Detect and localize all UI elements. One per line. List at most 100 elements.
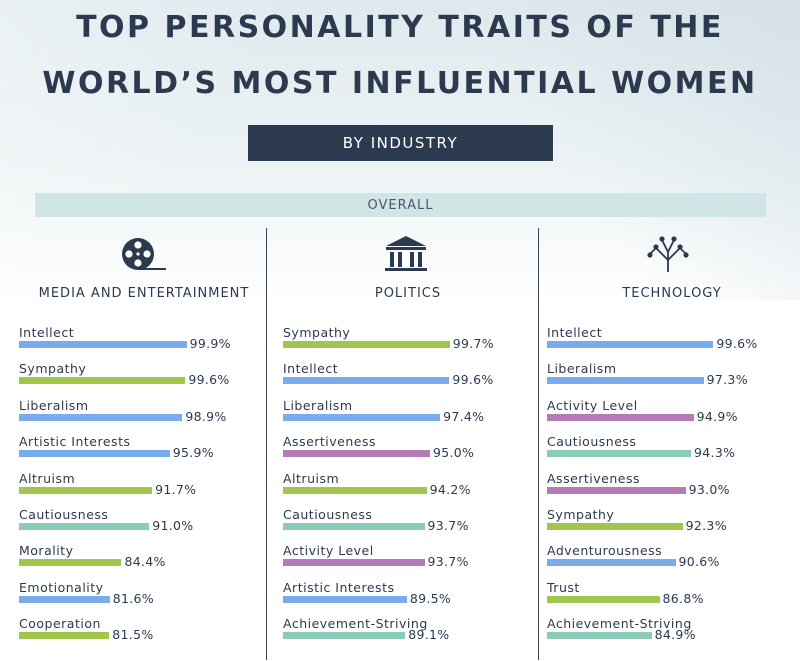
bar-label: Altruism	[283, 470, 340, 486]
bar-value-label: 86.8%	[662, 590, 704, 606]
bar	[283, 523, 425, 530]
bar-label: Adventurousness	[547, 543, 663, 559]
bar-label: Cautiousness	[19, 507, 109, 522]
bar-label: Activity Level	[283, 543, 374, 559]
bar	[547, 632, 652, 640]
bar-label: Liberalism	[19, 397, 89, 413]
bar-label: Intellect	[19, 325, 75, 340]
bar-value-label: 90.6%	[678, 554, 720, 570]
title-line-2: WORLD’S MOST INFLUENTIAL WOMEN	[42, 66, 758, 101]
bar-row: Achievement-Striving 89.1%	[283, 616, 533, 652]
technology-column-title: TECHNOLOGY	[622, 286, 722, 301]
bar-row: Sympathy 99.6%	[19, 361, 269, 397]
bar	[547, 595, 660, 603]
bar-label: Cooperation	[19, 616, 101, 632]
bar-value-label: 94.9%	[696, 408, 738, 424]
bar	[283, 377, 450, 385]
bar	[547, 523, 683, 530]
bar-label: Liberalism	[547, 361, 617, 377]
bar-row: Morality 84.4%	[19, 543, 269, 579]
bar	[283, 413, 441, 421]
bar	[283, 341, 450, 348]
bar-value-label: 84.4%	[124, 554, 166, 570]
bar	[19, 595, 110, 603]
bar-row: Assertiveness 95.0%	[283, 434, 533, 470]
bar-value-label: 93.7%	[427, 518, 469, 533]
bar-value-label: 94.2%	[429, 481, 471, 497]
bar-label: Sympathy	[547, 507, 615, 522]
bar-row: Cooperation 81.5%	[19, 616, 269, 652]
bar-row: Intellect 99.9%	[19, 325, 269, 361]
bar	[547, 413, 694, 421]
bar-value-label: 91.0%	[152, 518, 194, 533]
bar-label: Intellect	[547, 325, 603, 340]
bar-value-label: 94.3%	[694, 445, 736, 461]
bar-value-label: 92.3%	[685, 518, 727, 533]
bar-value-label: 81.6%	[112, 590, 154, 606]
subtitle-text: BY INDUSTRY	[342, 134, 459, 152]
bar-row: Assertiveness 93.0%	[547, 471, 797, 507]
technology-column: TECHNOLOGY Intellect 99.6% Liberalism 97.3%…	[547, 228, 797, 658]
column-divider-2	[538, 228, 539, 660]
column-divider-1	[266, 228, 267, 660]
bar-row: Liberalism 97.3%	[547, 361, 797, 397]
bar-label: Activity Level	[547, 397, 638, 413]
bar	[283, 450, 430, 458]
bar-row: Activity Level 93.7%	[283, 543, 533, 579]
overall-tab[interactable]: OVERALL	[35, 193, 766, 217]
bar-row: Liberalism 98.9%	[19, 398, 269, 434]
bar-label: Sympathy	[283, 325, 351, 340]
bar-label: Cautiousness	[547, 434, 637, 450]
bar-label: Liberalism	[283, 397, 353, 413]
bar	[19, 486, 153, 494]
bar	[283, 486, 427, 494]
bar-row: Intellect 99.6%	[283, 361, 533, 397]
film-reel-icon	[122, 238, 166, 270]
bar	[547, 341, 714, 348]
bar	[547, 486, 686, 494]
bar-row: Altruism 94.2%	[283, 471, 533, 507]
bar-value-label: 84.9%	[654, 627, 696, 643]
bar	[19, 377, 186, 385]
bar	[547, 559, 676, 567]
bar-value-label: 95.9%	[172, 445, 214, 461]
bar	[19, 341, 187, 348]
bar-label: Altruism	[19, 470, 76, 486]
bar	[283, 632, 406, 640]
bar-row: Cautiousness 94.3%	[547, 434, 797, 470]
overall-label: OVERALL	[367, 197, 434, 213]
bar-value-label: 97.3%	[706, 372, 748, 388]
bar-value-label: 89.1%	[408, 627, 450, 643]
network-tree-icon	[647, 236, 689, 272]
bar-label: Sympathy	[19, 361, 87, 377]
bar-label: Achievement-Striving	[283, 616, 428, 632]
bar	[19, 450, 170, 458]
bar-row: Artistic Interests 95.9%	[19, 434, 269, 470]
bar-row: Liberalism 97.4%	[283, 398, 533, 434]
bar-row: Activity Level 94.9%	[547, 398, 797, 434]
bar-value-label: 99.7%	[452, 336, 494, 351]
bar-row: Adventurousness 90.6%	[547, 543, 797, 579]
bar	[283, 595, 407, 603]
bar	[547, 450, 692, 458]
bar-label: Cautiousness	[283, 507, 373, 522]
bar	[19, 559, 122, 567]
bar-value-label: 95.0%	[433, 445, 475, 461]
politics-column: POLITICS Sympathy 99.7% Intellect 99.6% Libe…	[283, 228, 533, 658]
bar-label: Artistic Interests	[19, 434, 131, 450]
bar-row: Artistic Interests 89.5%	[283, 580, 533, 616]
bar	[547, 377, 704, 385]
media-entertainment-column: MEDIA AND ENTERTAINMENT Intellect 99.9% Sy…	[19, 228, 269, 658]
bar-row: Intellect 99.6%	[547, 325, 797, 361]
bar-row: Trust 86.8%	[547, 580, 797, 616]
bar-value-label: 81.5%	[112, 627, 154, 643]
bar	[19, 523, 150, 530]
bar-row: Emotionality 81.6%	[19, 580, 269, 616]
bar	[19, 632, 110, 640]
bar-value-label: 98.9%	[185, 408, 227, 424]
bar-row: Altruism 91.7%	[19, 471, 269, 507]
bar-row: Cautiousness 93.7%	[283, 507, 533, 543]
media-column-title: MEDIA AND ENTERTAINMENT	[38, 286, 250, 301]
bar-row: Achievement-Striving 84.9%	[547, 616, 797, 652]
bar-value-label: 93.0%	[688, 481, 730, 497]
